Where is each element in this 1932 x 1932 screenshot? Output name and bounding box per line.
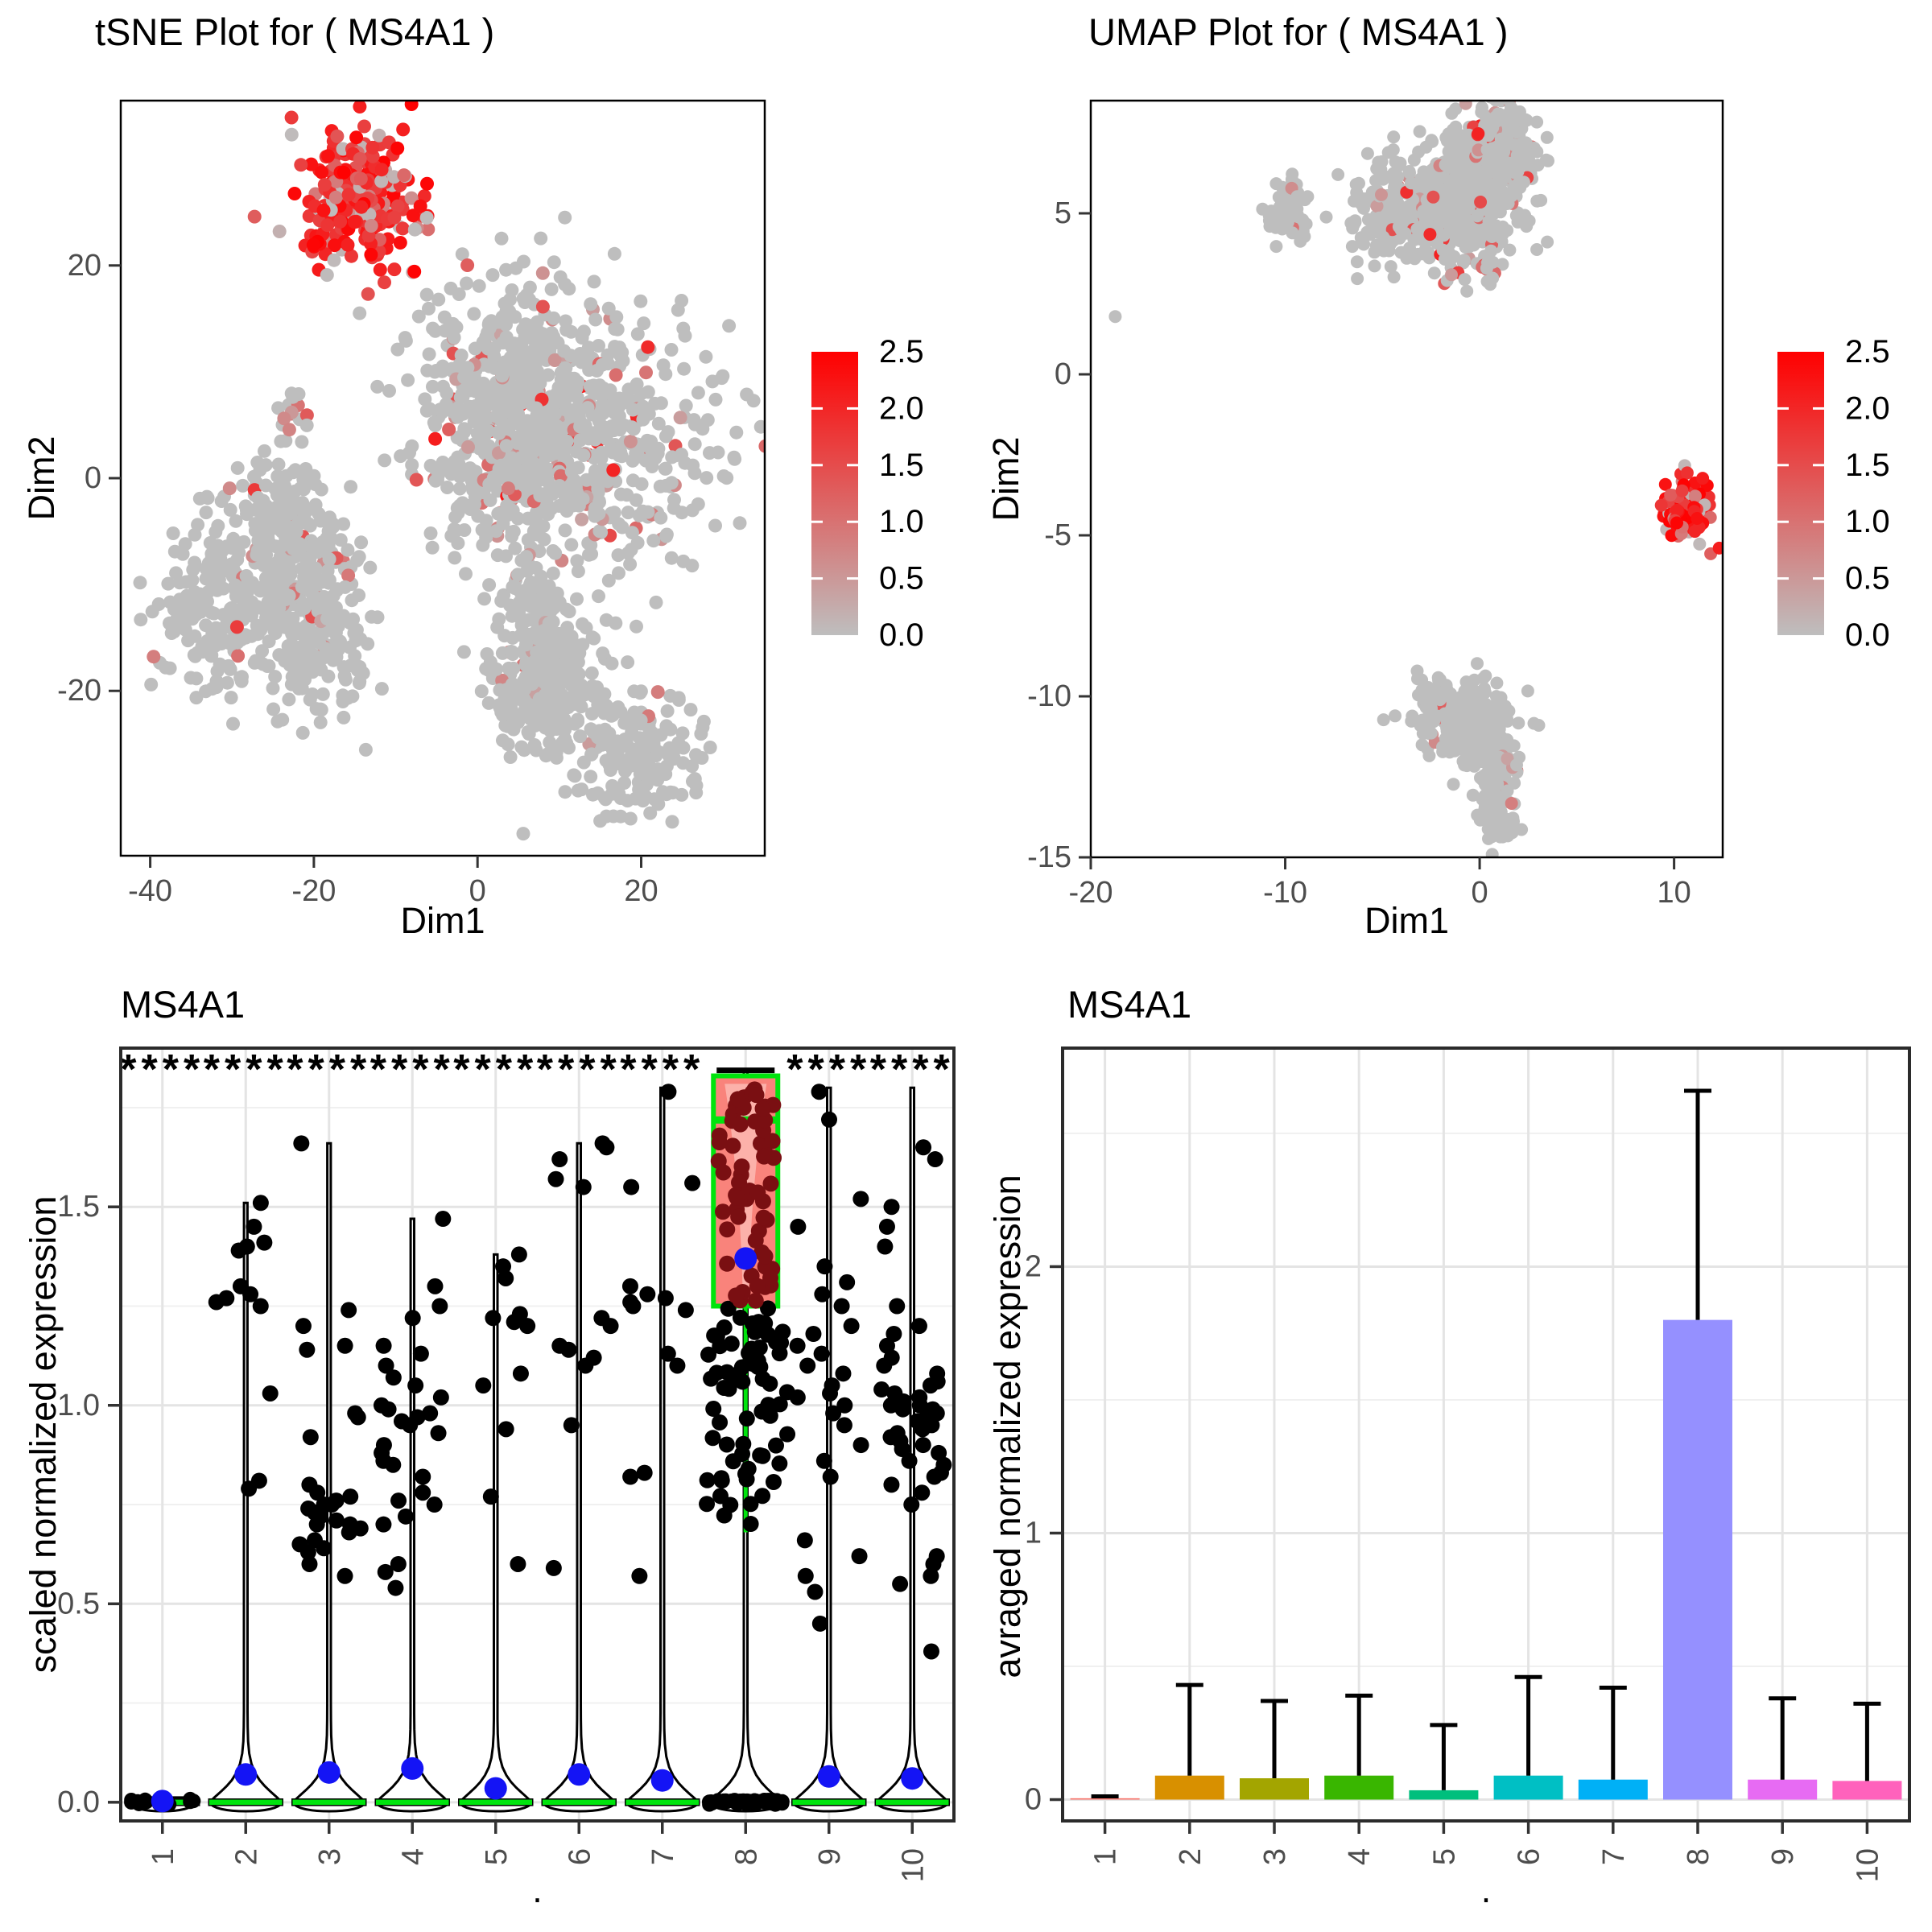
svg-text:0.0: 0.0 [879, 617, 924, 653]
violin-x-axis-title: . [532, 1869, 543, 1910]
svg-text:0.5: 0.5 [879, 561, 924, 597]
svg-text:-10: -10 [1263, 876, 1307, 910]
svg-text:****: **** [453, 1046, 538, 1093]
svg-text:-5: -5 [1044, 518, 1071, 552]
svg-text:7: 7 [646, 1848, 680, 1865]
svg-text:10: 10 [1657, 876, 1690, 910]
svg-text:0: 0 [1472, 876, 1488, 910]
svg-text:9: 9 [1766, 1848, 1800, 1865]
umap-x-axis-title: Dim1 [1364, 900, 1449, 941]
svg-text:0.0: 0.0 [1845, 617, 1890, 653]
svg-text:****: **** [287, 1046, 371, 1093]
svg-text:10: 10 [1851, 1848, 1885, 1882]
svg-text:1.5: 1.5 [1845, 448, 1890, 483]
svg-text:1.0: 1.0 [1845, 504, 1890, 539]
svg-text:1: 1 [1025, 1516, 1042, 1550]
violin-title: MS4A1 [121, 983, 246, 1026]
svg-text:10: 10 [896, 1848, 930, 1882]
svg-text:2.0: 2.0 [1845, 390, 1890, 426]
svg-text:0.0: 0.0 [57, 1785, 100, 1819]
umap-plot: -20 -10 0 10 -15 -10 -5 0 5 0.0 0.5 1.0 1.5 2.0 2.5 [1027, 99, 1890, 910]
svg-text:0: 0 [85, 461, 101, 495]
svg-text:****: **** [870, 1046, 955, 1093]
svg-text:-40: -40 [128, 874, 172, 908]
bar-plot: 0 1 2 1 2 3 4 5 6 7 8 9 10 [1025, 1046, 1911, 1882]
umap-title: UMAP Plot for ( MS4A1 ) [1088, 10, 1509, 53]
bar-x-axis-title: . [1480, 1869, 1492, 1910]
svg-text:1: 1 [1089, 1848, 1123, 1865]
svg-text:8: 8 [1682, 1848, 1715, 1865]
svg-text:-20: -20 [57, 674, 101, 708]
svg-text:****: **** [537, 1046, 621, 1093]
umap-panel: UMAP Plot for ( MS4A1 ) Dim2 Dim1 -20 -10… [966, 0, 1932, 966]
svg-text:3: 3 [1258, 1848, 1292, 1865]
svg-text:0: 0 [1055, 357, 1071, 391]
svg-text:9: 9 [813, 1848, 847, 1865]
svg-text:0.5: 0.5 [57, 1587, 100, 1620]
svg-text:-10: -10 [1027, 679, 1071, 713]
svg-text:****: **** [204, 1046, 288, 1093]
svg-text:****: **** [370, 1046, 455, 1093]
svg-text:2: 2 [1174, 1848, 1208, 1865]
svg-text:****: **** [620, 1046, 704, 1093]
svg-text:0.5: 0.5 [1845, 561, 1890, 597]
svg-text:-20: -20 [1069, 876, 1113, 910]
svg-text:8: 8 [729, 1848, 763, 1865]
svg-text:2.0: 2.0 [879, 390, 924, 426]
tsne-title: tSNE Plot for ( MS4A1 ) [95, 10, 495, 53]
violin-panel: MS4A1 scaled normalized expression . ***… [0, 966, 966, 1932]
svg-text:20: 20 [624, 874, 658, 908]
svg-text:1: 1 [147, 1848, 180, 1865]
tsne-x-axis-title: Dim1 [400, 900, 485, 941]
svg-text:1.0: 1.0 [879, 504, 924, 539]
svg-text:5: 5 [1427, 1848, 1461, 1865]
svg-text:20: 20 [68, 249, 101, 283]
svg-text:6: 6 [563, 1848, 597, 1865]
svg-text:5: 5 [1055, 196, 1071, 230]
svg-text:2.5: 2.5 [879, 334, 924, 369]
svg-text:0: 0 [469, 874, 486, 908]
tsne-panel: tSNE Plot for ( MS4A1 ) Dim2 Dim1 -40 -20… [0, 0, 966, 966]
svg-text:-15: -15 [1027, 840, 1071, 874]
svg-text:0: 0 [1025, 1783, 1042, 1817]
svg-text:1.0: 1.0 [57, 1389, 100, 1422]
svg-text:****: **** [786, 1046, 871, 1093]
svg-text:1.5: 1.5 [879, 448, 924, 483]
svg-text:2: 2 [1025, 1249, 1042, 1283]
bar-title: MS4A1 [1067, 983, 1192, 1026]
svg-text:4: 4 [1343, 1848, 1377, 1865]
violin-plot: **************************** ********0.00… [57, 1046, 956, 1882]
svg-text:2.5: 2.5 [1845, 334, 1890, 369]
svg-text:****: **** [120, 1046, 204, 1093]
svg-text:7: 7 [1597, 1848, 1631, 1865]
tsne-plot: -40 -20 0 20 -20 0 20 0.0 0.5 1.0 1.5 2.0 2.5 [57, 99, 924, 908]
svg-text:4: 4 [396, 1848, 430, 1865]
svg-text:2: 2 [229, 1848, 263, 1865]
svg-text:5: 5 [480, 1848, 514, 1865]
svg-text:6: 6 [1513, 1848, 1546, 1865]
svg-text:-20: -20 [291, 874, 336, 908]
svg-text:3: 3 [313, 1848, 347, 1865]
svg-text:1.5: 1.5 [57, 1190, 100, 1224]
